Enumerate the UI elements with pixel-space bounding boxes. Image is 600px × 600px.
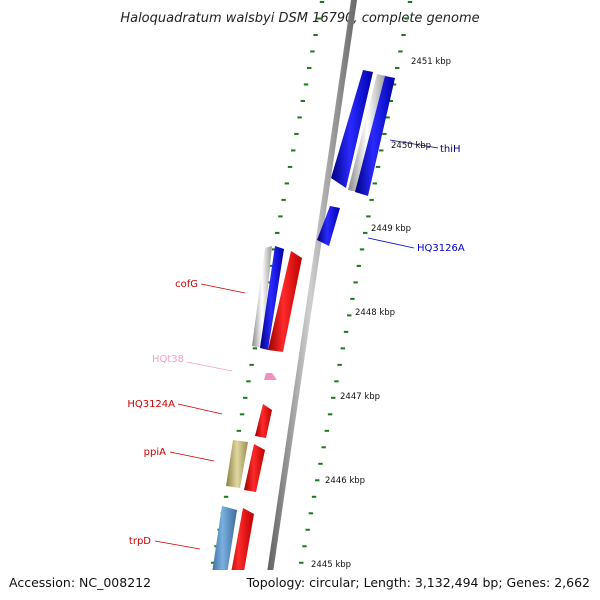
feature-red-cofg (268, 251, 302, 352)
feature-red-hq3124a (255, 404, 272, 438)
gene-label-ppia[interactable]: ppiA (144, 447, 166, 458)
feature-track (208, 70, 395, 600)
tick-marks (207, 1, 413, 581)
label-line-cofg (200, 283, 246, 294)
label-line-trpd (154, 540, 201, 550)
ruler-labels: 2451 kbp 2450 kbp 2449 kbp 2448 kbp 2447… (311, 57, 451, 570)
label-line-hq3126a (367, 237, 415, 249)
footer-background (0, 570, 600, 600)
gene-label-lines (154, 139, 439, 550)
accession-text: Accession: NC_008212 (9, 575, 151, 590)
feature-pink-hqt38 (264, 373, 277, 380)
gene-label-trpd[interactable]: trpD (129, 536, 151, 547)
ruler-label: 2446 kbp (325, 476, 365, 486)
feature-olive-ppia (226, 440, 248, 488)
gene-label-thih[interactable]: thiH (440, 144, 461, 155)
ruler-label: 2448 kbp (355, 308, 395, 318)
gene-label-hqt38[interactable]: HQt38 (152, 354, 184, 365)
ruler-label: 2447 kbp (340, 392, 380, 402)
feature-red-ppia (244, 444, 265, 492)
topology-text: Topology: circular; Length: 3,132,494 bp… (246, 575, 590, 590)
feature-blue-cofg (260, 246, 284, 350)
ruler-label: 2449 kbp (371, 224, 411, 234)
ruler-label: 2445 kbp (311, 560, 351, 570)
gene-label-hq3126a[interactable]: HQ3126A (417, 243, 465, 254)
gene-label-cofg[interactable]: cofG (175, 279, 198, 290)
gene-labels: thiH HQ3126A cofG HQt38 HQ3124A ppiA trp… (127, 144, 465, 547)
feature-grey-cofg (252, 246, 272, 348)
feature-grey-upper (348, 74, 386, 192)
ruler-label: 2451 kbp (411, 57, 451, 67)
label-line-hq3124a (177, 403, 223, 415)
feature-blue-upper-b (355, 76, 395, 196)
genome-title: Haloquadratum walsbyi DSM 16790, complet… (120, 11, 479, 26)
feature-blue-lower (317, 206, 340, 246)
label-line-ppia (169, 451, 215, 462)
feature-blue-upper (331, 70, 373, 188)
ruler-label: 2450 kbp (391, 141, 431, 151)
label-line-thih (389, 139, 439, 149)
genome-backbone (263, 0, 357, 600)
label-line-hqt38 (186, 361, 233, 372)
gene-label-hq3124a[interactable]: HQ3124A (127, 399, 175, 410)
